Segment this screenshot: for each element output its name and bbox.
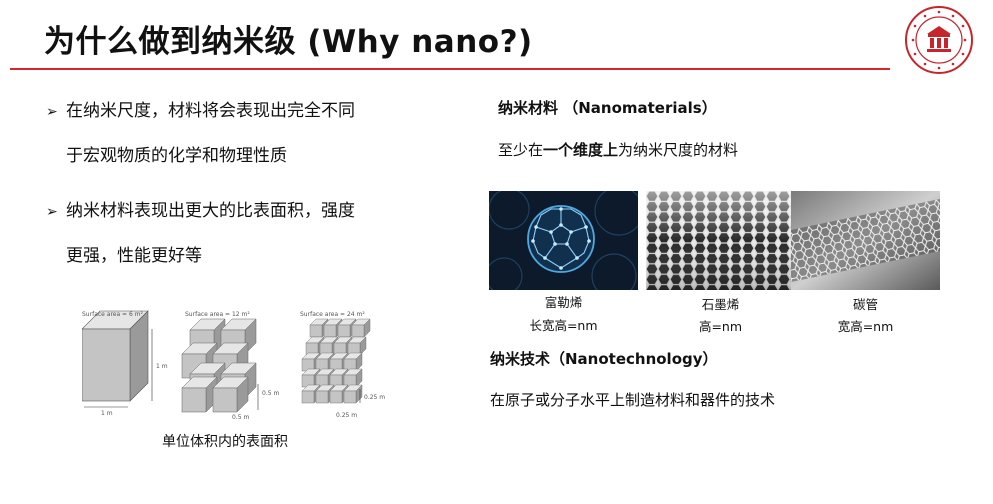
cube-2-area-label: Surface area = 12 m²	[185, 311, 250, 318]
graphene-dims: 高=nm	[698, 319, 743, 334]
cube-1-side-label: 1 m	[101, 410, 113, 417]
bullet-2-line-2: 更强，性能更好等	[66, 246, 202, 266]
university-seal-logo	[903, 4, 975, 76]
graphene-name: 石墨烯	[701, 297, 740, 312]
nanotechnology-heading: 纳米技术（Nanotechnology）	[490, 350, 718, 368]
fullerene-dims: 长宽高=nm	[529, 318, 598, 333]
arrow-bullet-icon: ➢	[46, 204, 58, 220]
bullet-2-line-1: 纳米材料表现出更大的比表面积，强度	[66, 201, 355, 221]
definition-emphasis: 一个维度上	[543, 141, 619, 159]
cube-1-area-label: Surface area = 6 m²	[82, 311, 144, 318]
cubes-figure-caption: 单位体积内的表面积	[162, 434, 288, 450]
cube-3-side-label: 0.25 m	[336, 412, 357, 419]
nanomaterials-definition: 至少在一个维度上为纳米尺度的材料	[498, 139, 738, 160]
cube-3-height-label: 0.25 m	[364, 394, 385, 401]
graphene-image	[646, 191, 795, 290]
cube-3-area-label: Surface area = 24 m²	[300, 311, 365, 318]
title-divider	[10, 68, 890, 70]
slide-title: 为什么做到纳米级 (Why nano?)	[44, 24, 533, 60]
nanotube-name: 碳管	[852, 297, 878, 312]
nanomaterials-heading: 纳米材料 （Nanomaterials）	[498, 99, 717, 117]
nanotechnology-definition: 在原子或分子水平上制造材料和器件的技术	[490, 391, 776, 409]
fullerene-image	[489, 191, 638, 290]
bullet-2: ➢ 纳米材料表现出更大的比表面积，强度	[46, 201, 355, 222]
definition-suffix: 为纳米尺度的材料	[618, 141, 739, 159]
cube-2-height-label: 0.5 m	[262, 390, 279, 397]
surface-area-cubes-figure: Surface area = 6 m² 1 m 1 m Surface area…	[81, 305, 402, 423]
arrow-bullet-icon: ➢	[46, 104, 58, 120]
cube-1-height-label: 1 m	[156, 363, 168, 370]
carbon-nanotube-image	[791, 191, 940, 290]
bullet-1-line-1: 在纳米尺度，材料将会表现出完全不同	[66, 101, 355, 121]
cube-2-side-label: 0.5 m	[232, 414, 249, 421]
fullerene-name: 富勒烯	[544, 295, 583, 310]
bullet-1-line-2: 于宏观物质的化学和物理性质	[66, 146, 287, 166]
bullet-1: ➢ 在纳米尺度，材料将会表现出完全不同	[46, 101, 355, 122]
nanotube-dims: 宽高=nm	[837, 319, 894, 334]
definition-prefix: 至少在	[498, 141, 544, 159]
